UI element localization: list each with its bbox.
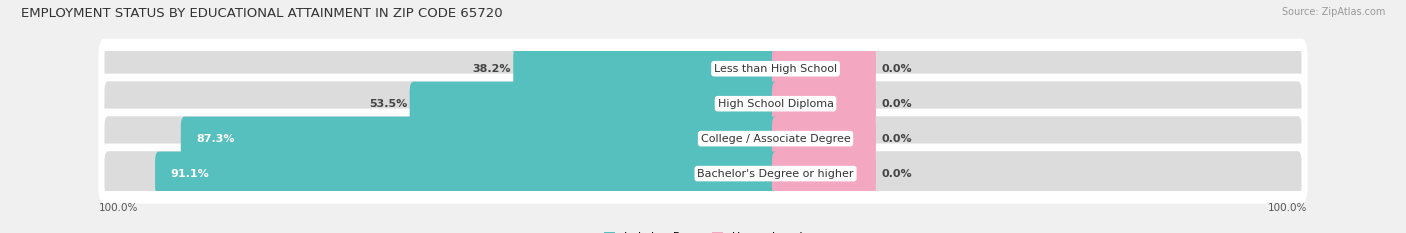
FancyBboxPatch shape bbox=[772, 82, 876, 126]
FancyBboxPatch shape bbox=[772, 152, 876, 196]
Legend: In Labor Force, Unemployed: In Labor Force, Unemployed bbox=[599, 227, 807, 233]
FancyBboxPatch shape bbox=[104, 116, 1302, 161]
Text: 0.0%: 0.0% bbox=[882, 64, 912, 74]
FancyBboxPatch shape bbox=[513, 47, 779, 91]
FancyBboxPatch shape bbox=[98, 109, 1308, 169]
Text: 0.0%: 0.0% bbox=[882, 134, 912, 144]
FancyBboxPatch shape bbox=[104, 151, 1302, 196]
FancyBboxPatch shape bbox=[409, 82, 779, 126]
Text: 0.0%: 0.0% bbox=[882, 169, 912, 178]
FancyBboxPatch shape bbox=[98, 39, 1308, 99]
FancyBboxPatch shape bbox=[772, 47, 876, 91]
Text: 38.2%: 38.2% bbox=[472, 64, 510, 74]
Text: 53.5%: 53.5% bbox=[368, 99, 408, 109]
Text: Less than High School: Less than High School bbox=[714, 64, 837, 74]
FancyBboxPatch shape bbox=[98, 144, 1308, 204]
Text: 91.1%: 91.1% bbox=[170, 169, 209, 178]
Text: 100.0%: 100.0% bbox=[1268, 203, 1308, 213]
Text: College / Associate Degree: College / Associate Degree bbox=[700, 134, 851, 144]
Text: 100.0%: 100.0% bbox=[98, 203, 138, 213]
Text: High School Diploma: High School Diploma bbox=[717, 99, 834, 109]
FancyBboxPatch shape bbox=[155, 152, 779, 196]
Text: EMPLOYMENT STATUS BY EDUCATIONAL ATTAINMENT IN ZIP CODE 65720: EMPLOYMENT STATUS BY EDUCATIONAL ATTAINM… bbox=[21, 7, 503, 20]
Text: Bachelor's Degree or higher: Bachelor's Degree or higher bbox=[697, 169, 853, 178]
Text: 87.3%: 87.3% bbox=[197, 134, 235, 144]
FancyBboxPatch shape bbox=[104, 81, 1302, 126]
Text: 0.0%: 0.0% bbox=[882, 99, 912, 109]
FancyBboxPatch shape bbox=[772, 116, 876, 161]
Text: Source: ZipAtlas.com: Source: ZipAtlas.com bbox=[1281, 7, 1385, 17]
FancyBboxPatch shape bbox=[104, 46, 1302, 91]
FancyBboxPatch shape bbox=[98, 74, 1308, 134]
FancyBboxPatch shape bbox=[181, 116, 779, 161]
